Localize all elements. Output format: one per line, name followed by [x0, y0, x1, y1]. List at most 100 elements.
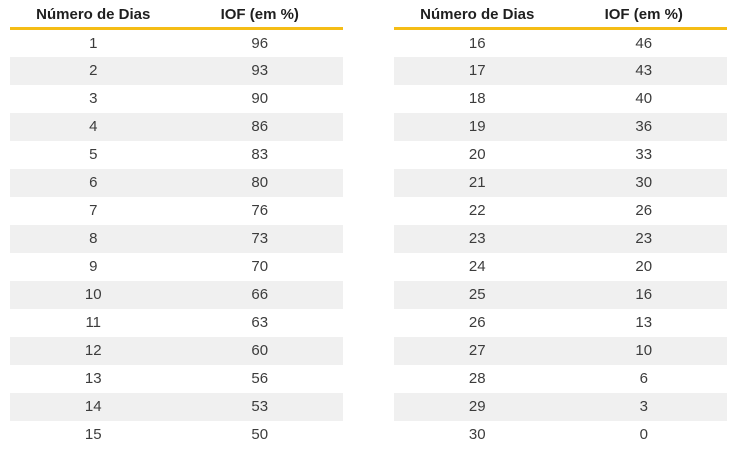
cell-dias: 8 — [89, 230, 98, 247]
cell-dias: 9 — [89, 258, 98, 275]
cell-iof: 20 — [635, 258, 653, 275]
col-header-iof: IOF (em %) — [176, 4, 343, 30]
cell-iof: 26 — [635, 202, 653, 219]
cell-dias: 17 — [468, 62, 486, 79]
table-row: 28 6 — [394, 365, 727, 393]
cell-dias: 16 — [468, 34, 486, 52]
table-row: 1 96 — [10, 29, 343, 57]
cell-iof: 23 — [635, 230, 653, 247]
cell-iof: 43 — [635, 62, 653, 79]
table-row: 6 80 — [10, 168, 343, 197]
table-row: 23 23 — [394, 224, 727, 253]
cell-iof: 53 — [251, 398, 269, 415]
table-row: 4 86 — [10, 112, 343, 141]
cell-iof: 10 — [635, 342, 653, 359]
table-row: 27 10 — [394, 336, 727, 365]
cell-iof: 66 — [251, 286, 269, 303]
cell-dias: 15 — [84, 426, 102, 443]
table-row: 30 0 — [394, 421, 727, 449]
cell-dias: 24 — [468, 258, 486, 275]
cell-dias: 25 — [468, 286, 486, 303]
cell-iof: 30 — [635, 174, 653, 191]
cell-iof: 73 — [251, 230, 269, 247]
col-header-dias: Número de Dias — [10, 4, 177, 30]
cell-iof: 76 — [251, 202, 269, 219]
cell-iof: 80 — [251, 174, 269, 191]
table-row: 29 3 — [394, 392, 727, 421]
cell-dias: 6 — [89, 174, 98, 191]
cell-iof: 83 — [251, 146, 269, 163]
table-row: 3 90 — [10, 85, 343, 113]
cell-dias: 28 — [468, 370, 486, 387]
table-header: Número de Dias IOF (em %) — [10, 4, 343, 30]
cell-iof: 56 — [251, 370, 269, 387]
iof-table-days-1-15: Número de Dias IOF (em %) 1 96 2 93 3 90 4 86 5 83… — [10, 4, 343, 449]
table-row: 15 50 — [10, 421, 343, 449]
cell-dias: 30 — [468, 426, 486, 443]
cell-dias: 13 — [84, 370, 102, 387]
cell-dias: 21 — [468, 174, 486, 191]
cell-dias: 4 — [89, 118, 98, 135]
cell-dias: 26 — [468, 314, 486, 331]
table-row: 7 76 — [10, 197, 343, 225]
cell-iof: 63 — [251, 314, 269, 331]
table-body: 16 46 17 43 18 40 19 36 20 33 21 30 22 26 23 23 24 20 25 16… — [394, 29, 727, 449]
table-row: 13 56 — [10, 365, 343, 393]
cell-dias: 3 — [89, 90, 98, 107]
cell-dias: 22 — [468, 202, 486, 219]
cell-iof: 16 — [635, 286, 653, 303]
table-header: Número de Dias IOF (em %) — [394, 4, 727, 30]
table-row: 18 40 — [394, 85, 727, 113]
table-row: 11 63 — [10, 309, 343, 337]
header-row: Número de Dias IOF (em %) — [394, 4, 727, 30]
cell-iof: 96 — [251, 34, 269, 52]
table-row: 8 73 — [10, 224, 343, 253]
iof-table-days-16-30: Número de Dias IOF (em %) 16 46 17 43 18 40 19 3… — [394, 4, 727, 449]
table-row: 9 70 — [10, 253, 343, 281]
cell-dias: 10 — [84, 286, 102, 303]
cell-dias: 18 — [468, 90, 486, 107]
cell-iof: 46 — [635, 34, 653, 52]
cell-iof: 90 — [251, 90, 269, 107]
cell-dias: 27 — [468, 342, 486, 359]
iof-regression-tables: Número de Dias IOF (em %) 1 96 2 93 3 90 4 86 5 83… — [10, 4, 727, 449]
cell-iof: 86 — [251, 118, 269, 135]
cell-dias: 7 — [89, 202, 98, 219]
cell-iof: 70 — [251, 258, 269, 275]
cell-iof: 3 — [639, 398, 648, 415]
cell-dias: 11 — [85, 314, 102, 331]
table-row: 26 13 — [394, 309, 727, 337]
table-row: 17 43 — [394, 56, 727, 85]
table-row: 5 83 — [10, 141, 343, 169]
cell-iof: 36 — [635, 118, 653, 135]
table-row: 25 16 — [394, 280, 727, 309]
table-row: 19 36 — [394, 112, 727, 141]
cell-dias: 19 — [468, 118, 486, 135]
cell-iof: 60 — [251, 342, 269, 359]
table-row: 12 60 — [10, 336, 343, 365]
cell-iof: 33 — [635, 146, 653, 163]
cell-dias: 1 — [89, 34, 98, 52]
header-row: Número de Dias IOF (em %) — [10, 4, 343, 30]
cell-iof: 0 — [639, 426, 648, 443]
table-row: 2 93 — [10, 56, 343, 85]
col-header-dias: Número de Dias — [394, 4, 561, 30]
cell-iof: 93 — [251, 62, 269, 79]
cell-dias: 5 — [89, 146, 98, 163]
cell-dias: 20 — [468, 146, 486, 163]
table-row: 14 53 — [10, 392, 343, 421]
cell-dias: 2 — [89, 62, 98, 79]
table-row: 22 26 — [394, 197, 727, 225]
col-header-iof: IOF (em %) — [560, 4, 727, 30]
cell-iof: 50 — [251, 426, 269, 443]
cell-iof: 13 — [635, 314, 653, 331]
table-row: 21 30 — [394, 168, 727, 197]
cell-dias: 12 — [84, 342, 102, 359]
table-row: 20 33 — [394, 141, 727, 169]
cell-iof: 40 — [635, 90, 653, 107]
table-row: 24 20 — [394, 253, 727, 281]
cell-iof: 6 — [639, 370, 648, 387]
table-row: 16 46 — [394, 29, 727, 57]
table-body: 1 96 2 93 3 90 4 86 5 83 6 80 7 76 8 73 9 70 10 66 11 63 12 60 1… — [10, 29, 343, 449]
cell-dias: 29 — [468, 398, 486, 415]
